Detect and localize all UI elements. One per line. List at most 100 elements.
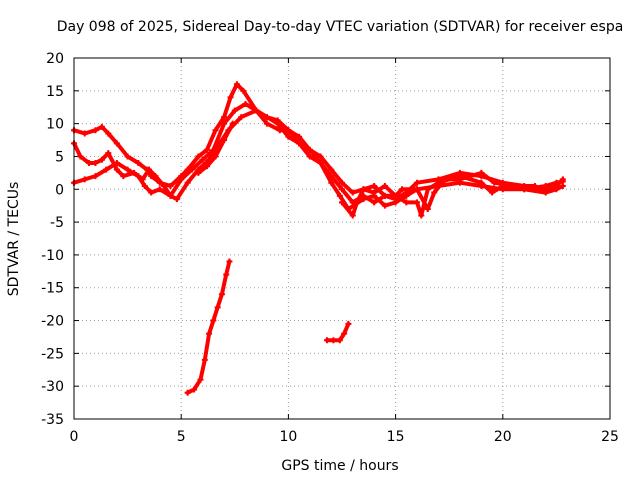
data-point (242, 100, 249, 107)
data-point (414, 179, 421, 186)
series-group (71, 81, 566, 396)
data-point (120, 173, 127, 180)
data-point (345, 320, 352, 327)
data-point (317, 160, 324, 167)
data-point (197, 376, 204, 383)
data-point (212, 153, 219, 160)
data-point (105, 130, 112, 137)
y-tick-label: 0 (55, 182, 64, 198)
y-tick-label: -35 (41, 412, 64, 428)
data-point (381, 182, 388, 189)
data-point (381, 202, 388, 209)
series-track-f (323, 320, 352, 344)
data-point (263, 114, 270, 121)
y-tick-label: -10 (41, 248, 64, 264)
data-point (354, 199, 361, 206)
series-line (325, 321, 351, 343)
data-point (274, 117, 281, 124)
series-line (340, 170, 537, 218)
data-point (221, 120, 228, 127)
data-point (349, 212, 356, 219)
data-point (478, 179, 485, 186)
data-point (218, 291, 225, 298)
data-point (553, 186, 560, 193)
y-tick-label: -30 (41, 379, 64, 395)
data-point (113, 140, 120, 147)
data-point (510, 182, 517, 189)
data-point (559, 182, 566, 189)
data-point (98, 156, 105, 163)
data-point (103, 166, 110, 173)
data-point (184, 179, 191, 186)
data-point (253, 107, 260, 114)
x-tick-label: 15 (387, 429, 405, 445)
grid (73, 57, 611, 420)
data-point (81, 176, 88, 183)
data-point (542, 182, 549, 189)
data-point (98, 123, 105, 130)
data-point (178, 176, 185, 183)
data-point (360, 196, 367, 203)
data-point (424, 186, 431, 193)
x-tick-label: 25 (601, 429, 619, 445)
data-point (306, 153, 313, 160)
data-point (167, 192, 174, 199)
series-track-d (339, 169, 538, 219)
data-point (148, 189, 155, 196)
data-point (199, 156, 206, 163)
data-point (431, 189, 438, 196)
y-axis-label: SDTVAR / TECUs (6, 182, 22, 297)
data-point (141, 182, 148, 189)
y-tick-label: -15 (41, 281, 64, 297)
data-point (77, 153, 84, 160)
series-track-e (184, 258, 233, 396)
data-point (371, 199, 378, 206)
data-point (553, 179, 560, 186)
data-point (531, 182, 538, 189)
series-line (72, 82, 565, 205)
data-point (229, 120, 236, 127)
data-point (339, 179, 345, 186)
data-point (86, 160, 93, 167)
data-point (226, 258, 233, 265)
data-point (92, 173, 99, 180)
data-point (489, 189, 496, 196)
x-axis-label: GPS time / hours (281, 458, 398, 474)
data-point (156, 186, 163, 193)
y-tick-label: -5 (50, 215, 64, 231)
data-point (403, 192, 410, 199)
data-point (214, 304, 221, 311)
data-point (113, 160, 120, 167)
data-point (360, 186, 367, 193)
y-tick-label: -20 (41, 314, 64, 330)
data-point (336, 192, 343, 199)
data-point (478, 169, 485, 176)
plot-frame (73, 57, 611, 420)
data-point (414, 186, 421, 193)
x-tick-label: 10 (279, 429, 297, 445)
series-track-g (195, 120, 236, 176)
data-point (184, 389, 191, 396)
data-point (371, 182, 378, 189)
data-point (221, 114, 228, 121)
data-point (161, 182, 168, 189)
data-point (173, 196, 180, 203)
data-point (203, 163, 210, 170)
data-point (212, 127, 219, 134)
data-point (105, 150, 112, 157)
data-point (424, 205, 431, 212)
data-point (167, 182, 174, 189)
data-point (206, 330, 213, 337)
data-point (191, 386, 198, 393)
y-tick-label: 20 (46, 51, 64, 67)
data-point (276, 127, 283, 134)
data-point (323, 337, 330, 344)
data-point (195, 169, 202, 176)
data-point (210, 317, 217, 324)
data-point (81, 130, 88, 137)
data-point (339, 199, 345, 206)
data-point (414, 199, 421, 206)
x-tick-label: 20 (494, 429, 512, 445)
data-point (392, 192, 399, 199)
